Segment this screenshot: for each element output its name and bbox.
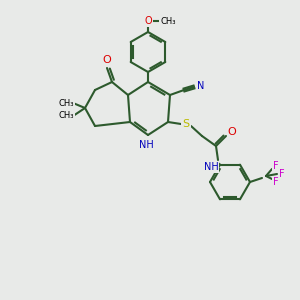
Text: N: N — [197, 81, 205, 91]
Text: O: O — [228, 127, 236, 137]
Text: F: F — [279, 169, 285, 179]
Text: NH: NH — [139, 140, 153, 150]
Text: F: F — [273, 177, 279, 187]
Text: O: O — [103, 55, 111, 65]
Text: CH₃: CH₃ — [58, 98, 74, 107]
Text: CH₃: CH₃ — [160, 16, 176, 26]
Text: S: S — [182, 119, 190, 129]
Text: CH₃: CH₃ — [58, 112, 74, 121]
Text: F: F — [273, 161, 279, 171]
Text: NH: NH — [204, 162, 218, 172]
Text: O: O — [144, 16, 152, 26]
